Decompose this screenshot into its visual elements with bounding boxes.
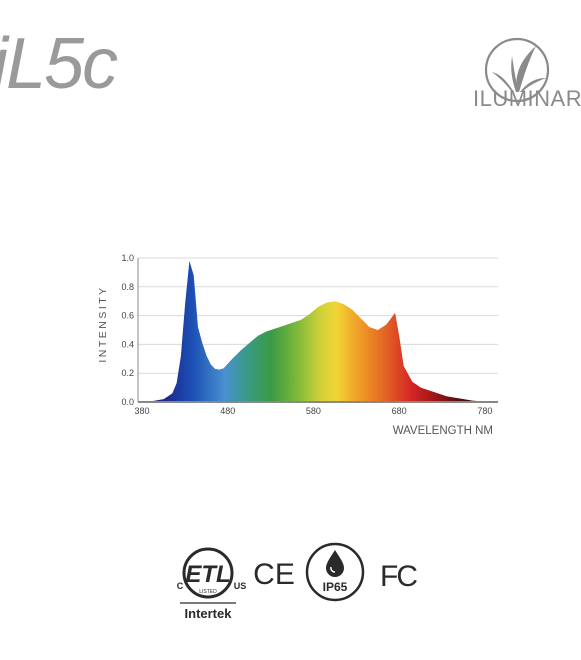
etl-listed-mark: ETL LISTED C US Intertek xyxy=(177,547,247,621)
intertek-text: Intertek xyxy=(185,606,233,621)
etl-mark-text: ETL xyxy=(185,561,230,588)
brand-logo xyxy=(470,34,581,116)
x-tick-label: 680 xyxy=(392,406,407,416)
ip-rating-text: IP65 xyxy=(323,580,348,594)
etl-listed-text: LISTED xyxy=(199,589,217,595)
fcc-mark: FC xyxy=(380,560,417,593)
leaf-logo-icon xyxy=(484,37,550,103)
x-tick-labels: 380 480 580 680 780 xyxy=(134,406,492,416)
ce-mark: CE xyxy=(253,558,295,591)
brand-name: ILUMINAR xyxy=(473,86,581,111)
y-tick-label: 0.0 xyxy=(121,397,134,407)
x-tick-label: 780 xyxy=(477,406,492,416)
etl-c-text: C xyxy=(177,581,184,591)
x-tick-label: 380 xyxy=(134,406,149,416)
y-tick-label: 0.8 xyxy=(121,282,134,292)
y-axis-label: INTENSITY xyxy=(97,285,109,362)
etl-us-text: US xyxy=(234,581,247,591)
x-tick-label: 580 xyxy=(306,406,321,416)
ip65-badge: IP65 xyxy=(305,542,365,602)
model-title: iL5c xyxy=(0,24,118,104)
y-tick-labels: 0.0 0.2 0.4 0.6 0.8 1.0 xyxy=(121,253,134,407)
y-tick-label: 1.0 xyxy=(121,253,134,263)
x-tick-label: 480 xyxy=(220,406,235,416)
water-drop-icon xyxy=(326,550,344,577)
x-axis-label: WAVELENGTH NM xyxy=(393,425,493,437)
y-tick-label: 0.6 xyxy=(121,311,134,321)
spectrum-area xyxy=(138,260,498,402)
y-tick-label: 0.2 xyxy=(121,368,134,378)
y-tick-label: 0.4 xyxy=(121,339,134,349)
